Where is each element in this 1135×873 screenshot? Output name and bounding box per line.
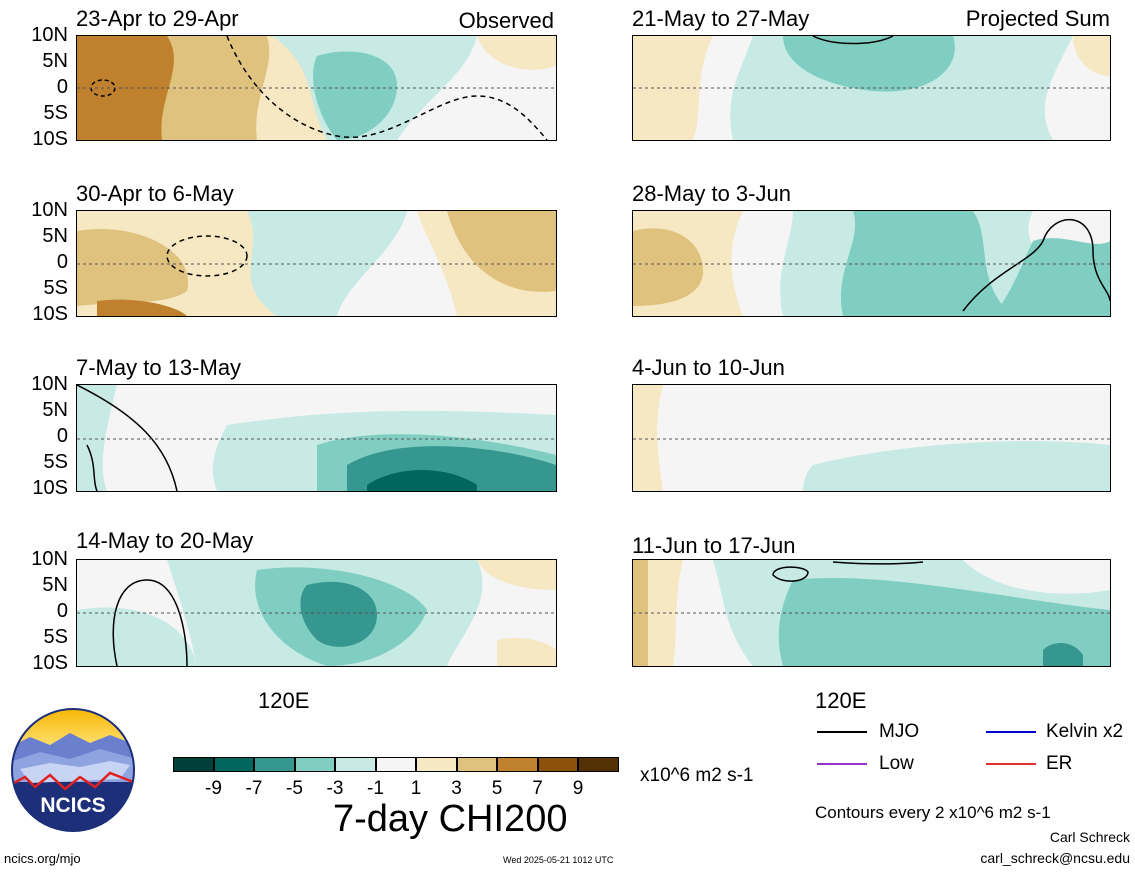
colorbar-tick-label: -9: [205, 778, 222, 799]
author-email: carl_schreck@ncsu.edu: [980, 850, 1130, 866]
panel-title: 28-May to 3-Jun: [632, 181, 791, 206]
lon-label-right: 120E: [815, 688, 867, 713]
map-panel-7: [76, 559, 557, 667]
colorbar-swatch: [578, 757, 619, 772]
lat-label: 0: [56, 76, 68, 98]
colorbar-tick-label: 7: [532, 778, 543, 799]
colorbar-tick-label: -3: [326, 778, 344, 799]
map-panel-6: [632, 384, 1111, 492]
colorbar-units: x10^6 m2 s-1: [640, 765, 754, 786]
contour-note: Contours every 2 x10^6 m2 s-1: [815, 803, 1051, 822]
panel-title: 21-May to 27-May: [632, 6, 810, 31]
lat-label: 10N: [31, 199, 68, 221]
colorbar-tick-label: -1: [367, 778, 384, 799]
lat-label: 5S: [43, 102, 68, 124]
colorbar-swatch: [416, 757, 457, 772]
panel-tag-projected: Projected Sum: [965, 6, 1110, 31]
colorbar-title: 7-day CHI200: [333, 798, 568, 840]
lat-label: 0: [56, 425, 68, 447]
lat-label: 10N: [31, 548, 68, 570]
legend-line-mjo: [817, 731, 867, 733]
map-panel-3: [76, 210, 557, 317]
lat-label: 10S: [32, 477, 68, 499]
ncics-logo: NCICS: [10, 707, 136, 833]
map-panel-2: [632, 35, 1111, 141]
panel-title: 23-Apr to 29-Apr: [76, 6, 239, 31]
colorbar-tick-label: 5: [491, 778, 503, 799]
lat-label: 0: [56, 600, 68, 622]
lon-label-left: 120E: [258, 688, 310, 713]
colorbar-swatch: [497, 757, 538, 772]
author: Carl Schreck: [1049, 829, 1130, 845]
website: ncics.org/mjo: [4, 851, 81, 866]
panel-tag-observed: Observed: [458, 8, 554, 33]
panel-title: 4-Jun to 10-Jun: [632, 355, 785, 380]
colorbar-tick-label: -7: [245, 778, 263, 799]
legend-label-kelvin: Kelvin x2: [1046, 721, 1124, 742]
colorbar-swatch: [213, 757, 254, 772]
lat-label: 5N: [42, 399, 68, 421]
lat-label: 5N: [42, 50, 68, 72]
map-panel-5: [76, 384, 557, 492]
legend-label-low: Low: [879, 753, 914, 774]
colorbar-swatch: [375, 757, 416, 772]
panel-title: 14-May to 20-May: [76, 528, 254, 553]
lat-label: 10S: [32, 652, 68, 674]
colorbar-swatch: [335, 757, 376, 772]
svg-text:NCICS: NCICS: [40, 794, 105, 817]
legend-line-kelvin: [986, 731, 1036, 733]
colorbar-tick-label: 9: [572, 778, 584, 799]
legend-label-mjo: MJO: [879, 721, 920, 742]
lat-label: 5N: [42, 225, 68, 247]
colorbar-swatch: [254, 757, 295, 772]
colorbar-swatch: [294, 757, 335, 772]
lat-label: 0: [56, 251, 68, 273]
panel-title: 11-Jun to 17-Jun: [632, 533, 796, 558]
lat-label: 5S: [43, 451, 68, 473]
map-panel-1: [76, 35, 557, 141]
legend-label-er: ER: [1046, 753, 1073, 774]
panel-title: 7-May to 13-May: [76, 355, 242, 380]
lat-label: 10N: [31, 373, 68, 395]
lat-label: 5S: [43, 277, 68, 299]
colorbar-tick-label: 3: [451, 778, 462, 799]
map-panel-8: [632, 559, 1111, 667]
timestamp: Wed 2025-05-21 1012 UTC: [503, 855, 614, 865]
lat-label: 5S: [43, 626, 68, 648]
colorbar-swatch: [173, 757, 214, 772]
lat-label: 10S: [32, 128, 68, 150]
lat-label: 5N: [42, 574, 68, 596]
colorbar-swatch: [456, 757, 497, 772]
colorbar-swatch: [537, 757, 578, 772]
map-panel-4: [632, 210, 1111, 317]
lat-label: 10S: [32, 303, 68, 325]
legend-line-er: [986, 763, 1036, 765]
lat-label: 10N: [31, 24, 68, 46]
legend-line-low: [817, 763, 867, 765]
colorbar-tick-label: 1: [410, 778, 422, 799]
panel-title: 30-Apr to 6-May: [76, 181, 234, 206]
colorbar-tick-label: -5: [286, 778, 303, 799]
